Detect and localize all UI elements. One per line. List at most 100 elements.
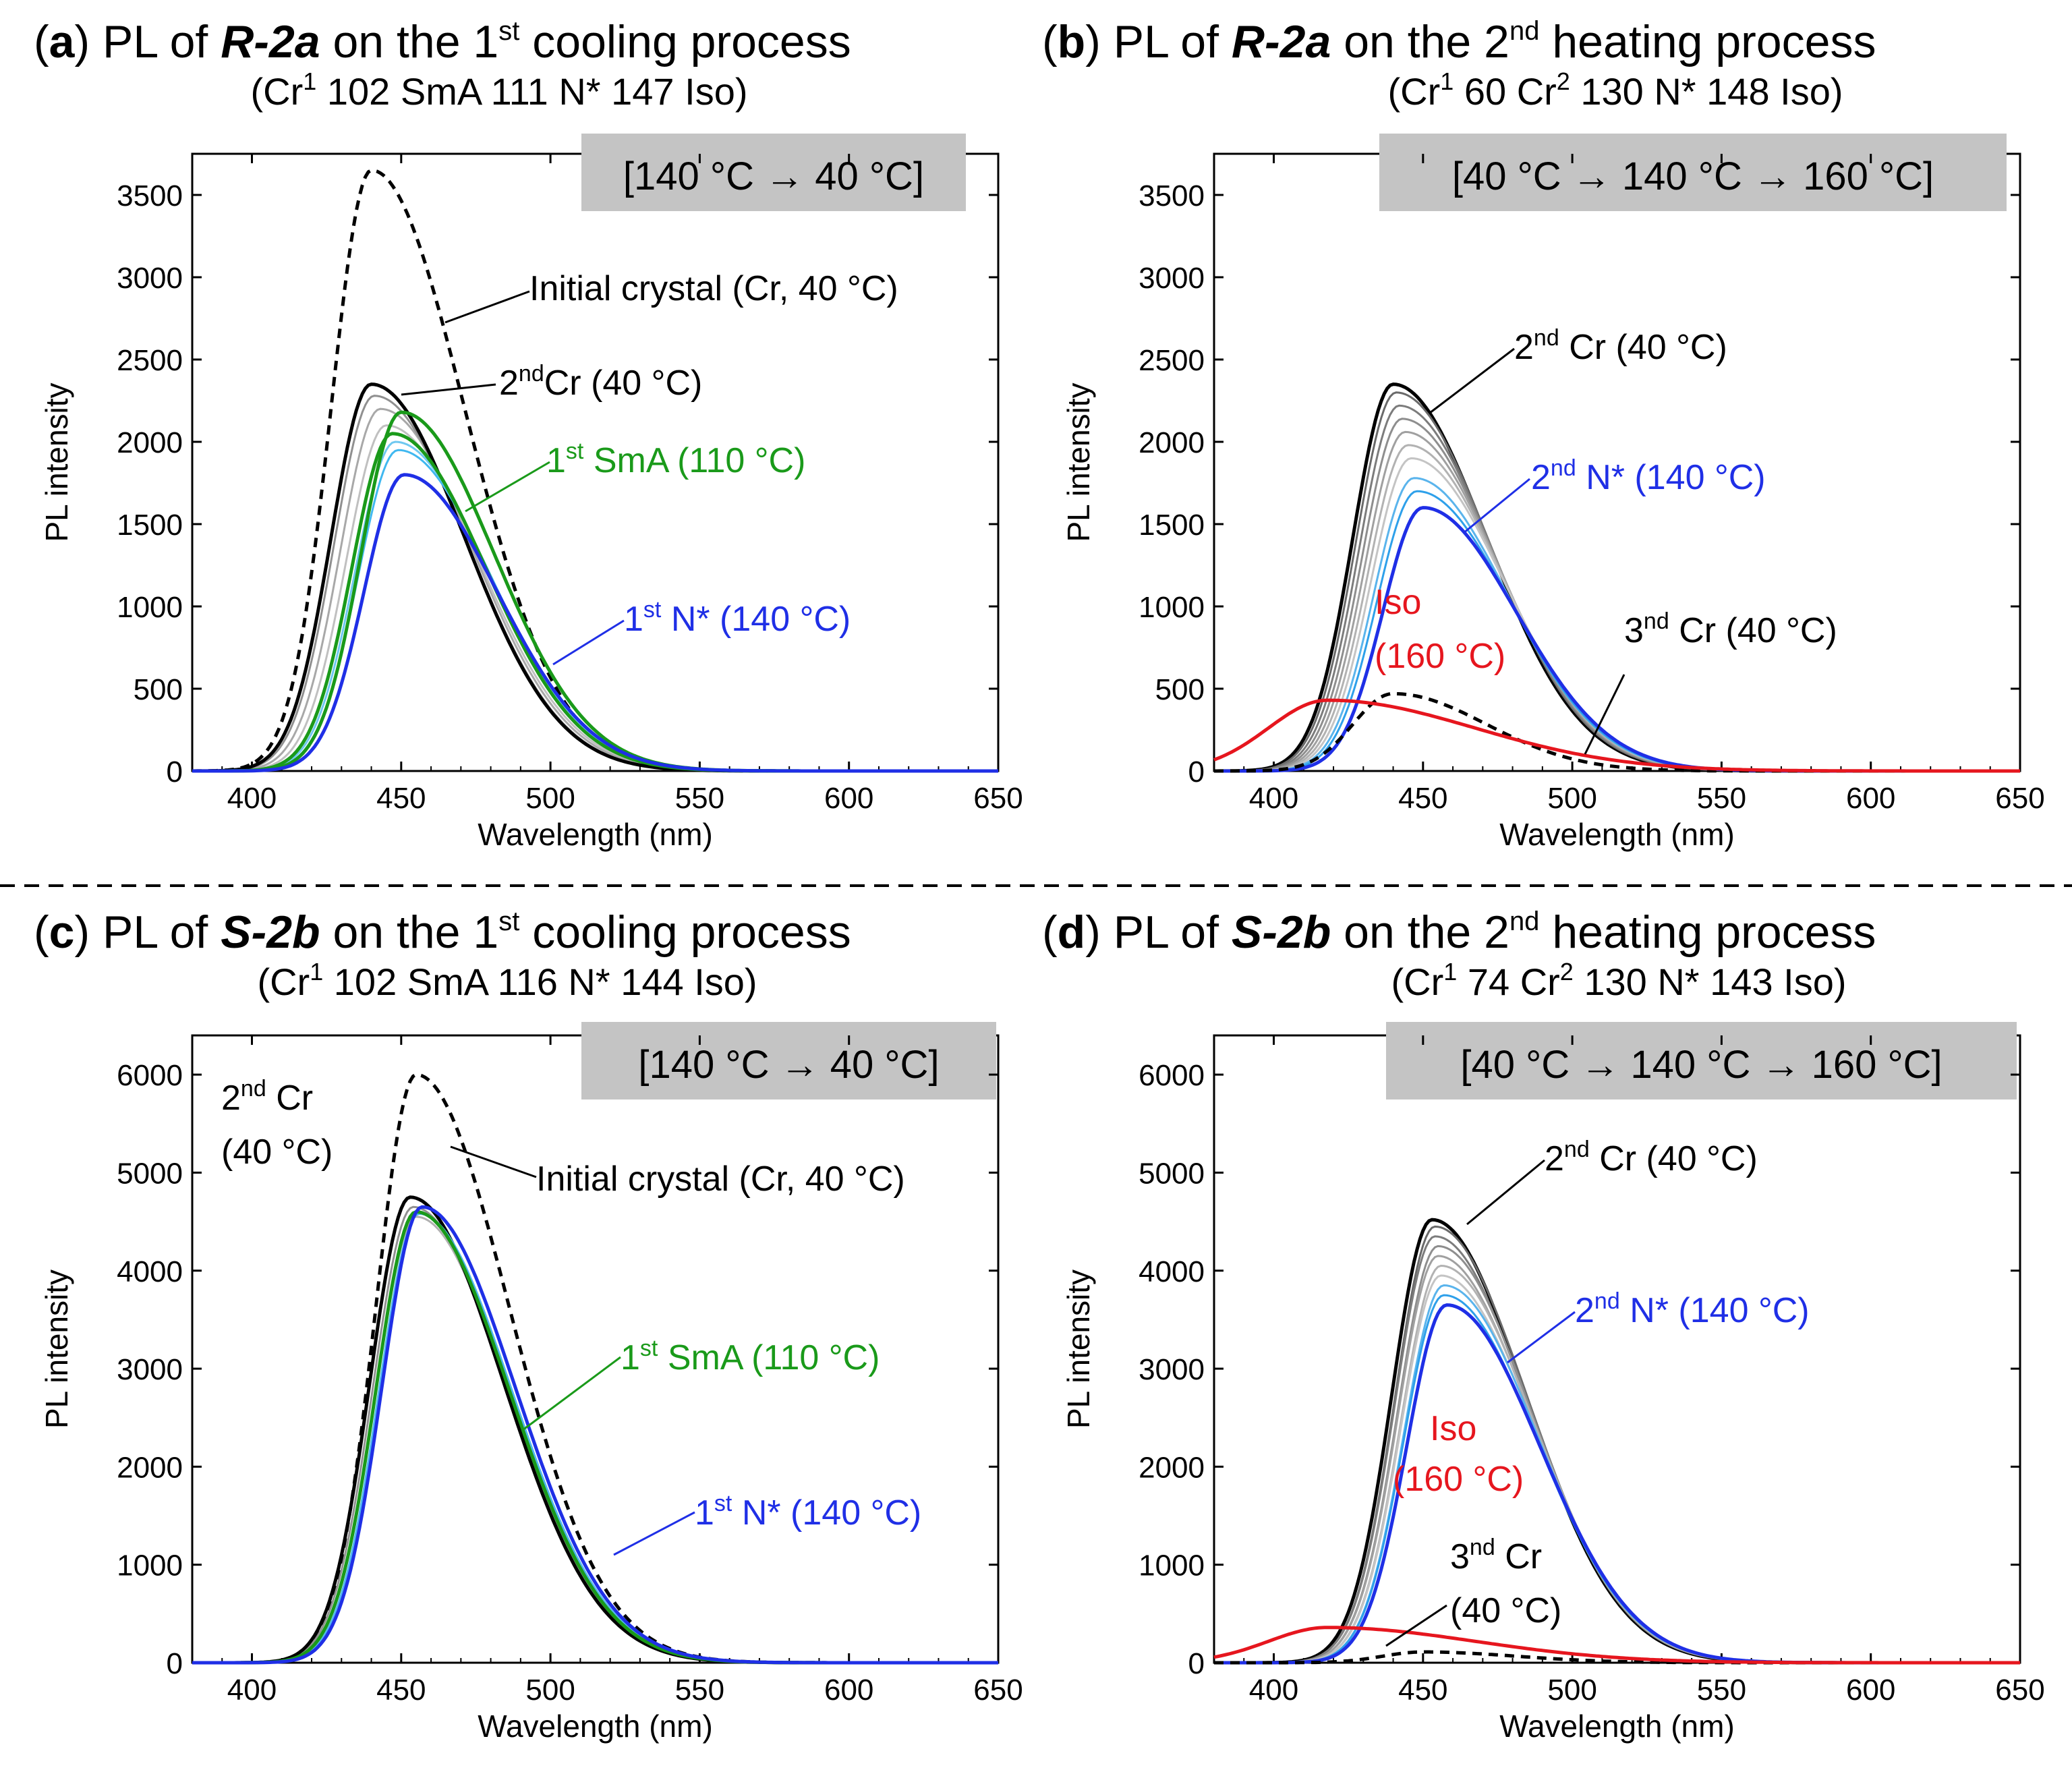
- series-line-11: [1213, 698, 2020, 773]
- x-tick-label: 500: [1547, 782, 1596, 815]
- svg-text:[140 °C → 40 °C]: [140 °C → 40 °C]: [623, 154, 924, 198]
- x-tick-label: 400: [1249, 782, 1298, 815]
- y-tick-label: 2500: [1139, 344, 1205, 377]
- annotation-label: (40 °C): [1450, 1591, 1561, 1630]
- x-tick-label: 650: [1995, 782, 2044, 815]
- x-tick-label: 400: [227, 782, 277, 815]
- annotation-leader: [1429, 347, 1515, 414]
- panel-subtitle: (Cr1 102 SmA 111 N* 147 Iso): [251, 67, 748, 113]
- panel-title: (b) PL of R-2a on the 2nd heating proces…: [1042, 16, 1876, 67]
- svg-text:[40 °C → 140 °C → 160 °C]: [40 °C → 140 °C → 160 °C]: [1452, 154, 1934, 198]
- annotation-leader: [613, 1511, 695, 1556]
- x-tick-label: 600: [824, 782, 873, 815]
- series-line-6: [1214, 1274, 2020, 1664]
- annotation-leader: [450, 1145, 537, 1178]
- annotation-label: 2ndCr (40 °C): [499, 361, 702, 403]
- annotation-leader: [1385, 1604, 1447, 1647]
- y-tick-label: 2000: [1139, 426, 1205, 459]
- annotation-leader: [1507, 1311, 1576, 1364]
- annotation-leader: [1584, 674, 1625, 755]
- x-tick-label: 550: [1697, 1674, 1746, 1707]
- annotation-leader: [552, 619, 625, 666]
- annotation-leader: [465, 461, 550, 513]
- y-tick-label: 500: [1155, 673, 1205, 706]
- x-tick-label: 450: [1398, 782, 1447, 815]
- y-tick-label: 3500: [1139, 179, 1205, 212]
- series-line-0: [1214, 382, 2020, 773]
- y-tick-label: 5000: [117, 1157, 183, 1190]
- y-tick-label: 2000: [1139, 1451, 1205, 1484]
- annotation-label: Initial crystal (Cr, 40 °C): [536, 1160, 905, 1199]
- annotation-label: 2nd Cr (40 °C): [1545, 1137, 1758, 1178]
- y-tick-label: 0: [1188, 1647, 1205, 1680]
- x-axis-label: Wavelength (nm): [478, 817, 713, 852]
- chart-panel-d: (d) PL of S-2b on the 2nd heating proces…: [1042, 907, 2045, 1744]
- y-axis-label: PL intensity: [1061, 1269, 1096, 1429]
- y-tick-label: 0: [167, 755, 183, 789]
- x-tick-label: 400: [227, 1674, 277, 1707]
- y-tick-label: 3500: [117, 179, 183, 212]
- x-tick-label: 450: [1398, 1674, 1447, 1707]
- x-tick-label: 500: [1547, 1674, 1596, 1707]
- x-tick-label: 600: [1846, 782, 1895, 815]
- plot-frame: [1213, 1034, 2021, 1664]
- y-tick-label: 0: [167, 1647, 183, 1680]
- panel-subtitle: (Cr1 74 Cr2 130 N* 143 Iso): [1391, 958, 1847, 1003]
- chart-panel-a: (a) PL of R-2a on the 1st cooling proces…: [34, 16, 1023, 852]
- annotation-label: 2nd Cr: [221, 1076, 313, 1118]
- annotation-label: (40 °C): [221, 1133, 333, 1172]
- y-tick-label: 0: [1188, 755, 1205, 789]
- annotation-label: Iso: [1430, 1409, 1476, 1448]
- series-line-6: [1214, 457, 2020, 772]
- annotation-label: 3nd Cr (40 °C): [1624, 608, 1837, 650]
- x-tick-label: 550: [675, 1674, 724, 1707]
- series-line-11: [1213, 1626, 2020, 1665]
- condition-label: [140 °C → 40 °C]: [581, 134, 966, 211]
- annotation-label: 1st SmA (110 °C): [546, 438, 805, 480]
- x-tick-label: 650: [1995, 1674, 2044, 1707]
- y-tick-label: 2000: [117, 426, 183, 459]
- x-tick-label: 450: [376, 1674, 426, 1707]
- annotation-label: 1st N* (140 °C): [695, 1491, 921, 1533]
- chart-panel-b: (b) PL of R-2a on the 2nd heating proces…: [1042, 16, 2045, 852]
- x-tick-label: 550: [1697, 782, 1746, 815]
- annotation-label: 3nd Cr: [1450, 1535, 1542, 1576]
- annotation-label: 2nd N* (140 °C): [1531, 455, 1766, 497]
- series-line-9: [192, 473, 998, 773]
- y-tick-label: 1000: [1139, 591, 1205, 624]
- annotation-leader: [401, 383, 496, 396]
- y-tick-label: 1500: [117, 509, 183, 542]
- y-axis-label: PL intensity: [39, 1269, 74, 1429]
- x-tick-label: 450: [376, 782, 426, 815]
- svg-text:[40 °C → 140 °C → 160 °C]: [40 °C → 140 °C → 160 °C]: [1460, 1043, 1942, 1087]
- annotation-label: 2nd Cr (40 °C): [1514, 325, 1727, 367]
- x-tick-label: 650: [973, 782, 1023, 815]
- annotation-leader: [444, 290, 530, 324]
- x-tick-label: 500: [525, 782, 575, 815]
- y-tick-label: 2000: [117, 1451, 183, 1484]
- annotation-label: 1st SmA (110 °C): [621, 1336, 880, 1377]
- x-axis-label: Wavelength (nm): [1499, 817, 1735, 852]
- annotation-label: Iso: [1375, 583, 1421, 622]
- series-line-8: [192, 432, 998, 773]
- y-tick-label: 3000: [117, 1353, 183, 1386]
- annotation-label: Initial crystal (Cr, 40 °C): [529, 269, 898, 308]
- y-tick-label: 1000: [1139, 1549, 1205, 1582]
- x-axis-label: Wavelength (nm): [1499, 1709, 1735, 1744]
- y-tick-label: 4000: [1139, 1255, 1205, 1288]
- condition-label: [40 °C → 140 °C → 160 °C]: [1379, 134, 2007, 211]
- annotation-label: (160 °C): [1393, 1460, 1524, 1499]
- chart-panel-c: (c) PL of S-2b on the 1st cooling proces…: [34, 907, 1023, 1744]
- panel-subtitle: (Cr1 102 SmA 116 N* 144 Iso): [257, 958, 757, 1003]
- x-tick-label: 500: [525, 1674, 575, 1707]
- series-line-7: [1214, 1284, 2020, 1664]
- y-tick-label: 2500: [117, 344, 183, 377]
- y-tick-label: 3000: [117, 262, 183, 295]
- y-tick-label: 1000: [117, 591, 183, 624]
- svg-text:[140 °C → 40 °C]: [140 °C → 40 °C]: [638, 1043, 939, 1087]
- condition-label: [40 °C → 140 °C → 160 °C]: [1386, 1022, 2017, 1099]
- panel-title: (a) PL of R-2a on the 1st cooling proces…: [34, 16, 851, 67]
- x-tick-label: 400: [1249, 1674, 1298, 1707]
- annotation-leader: [1466, 1159, 1545, 1226]
